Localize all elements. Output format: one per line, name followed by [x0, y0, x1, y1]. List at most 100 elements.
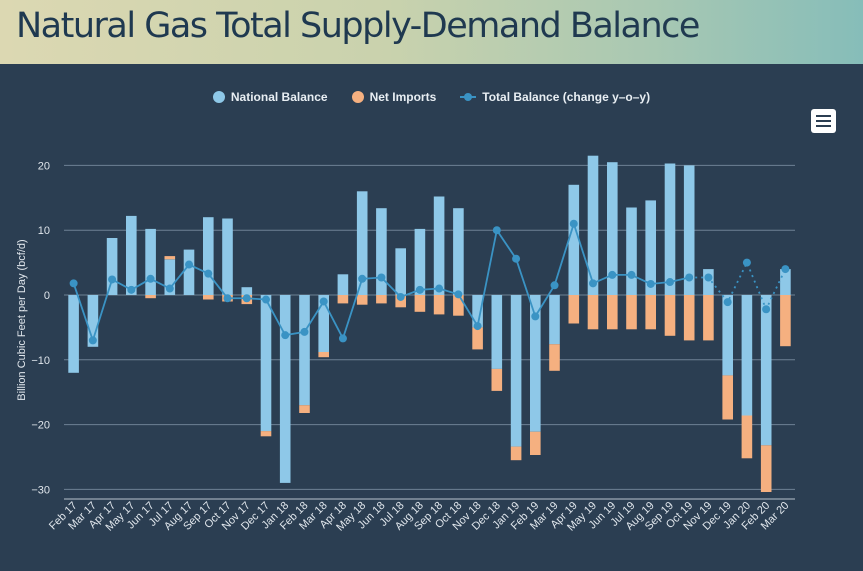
total-balance-point[interactable]	[723, 298, 732, 307]
net-imports-bar[interactable]	[453, 295, 464, 316]
net-imports-bar[interactable]	[741, 415, 753, 459]
national-balance-bar[interactable]	[530, 295, 541, 432]
total-balance-point[interactable]	[242, 294, 251, 303]
net-imports-bar[interactable]	[491, 368, 503, 391]
total-balance-point[interactable]	[550, 281, 559, 290]
net-imports-bar[interactable]	[760, 445, 772, 492]
net-imports-bar[interactable]	[587, 295, 599, 330]
net-imports-bar[interactable]	[510, 446, 522, 461]
net-imports-bar[interactable]	[780, 295, 791, 347]
total-balance-point[interactable]	[261, 295, 270, 304]
net-imports-bar[interactable]	[530, 431, 541, 455]
national-balance-bar[interactable]	[607, 162, 618, 295]
net-imports-bar[interactable]	[568, 295, 580, 324]
total-balance-point[interactable]	[454, 290, 463, 299]
national-balance-bar[interactable]	[164, 259, 176, 295]
total-balance-point[interactable]	[512, 254, 521, 263]
national-balance-bar[interactable]	[222, 218, 233, 296]
net-imports-bar[interactable]	[472, 327, 483, 350]
national-balance-bar[interactable]	[722, 295, 733, 376]
national-balance-bar[interactable]	[183, 249, 195, 295]
total-balance-point[interactable]	[69, 279, 78, 288]
national-balance-bar[interactable]	[683, 165, 695, 295]
total-balance-point[interactable]	[762, 305, 771, 314]
national-balance-bar[interactable]	[549, 295, 560, 345]
national-balance-bar[interactable]	[241, 287, 253, 295]
total-balance-point[interactable]	[319, 297, 328, 306]
national-balance-bar[interactable]	[626, 207, 637, 296]
national-balance-bar[interactable]	[453, 208, 464, 295]
national-balance-bar[interactable]	[87, 295, 99, 347]
net-imports-bar[interactable]	[703, 295, 714, 341]
total-balance-point[interactable]	[781, 265, 790, 274]
national-balance-bar[interactable]	[472, 295, 483, 328]
total-balance-point[interactable]	[435, 284, 444, 293]
net-imports-bar[interactable]	[318, 352, 329, 358]
legend-item-national-balance[interactable]: National Balance	[212, 90, 328, 104]
net-imports-bar[interactable]	[664, 295, 676, 336]
net-imports-bar[interactable]	[299, 405, 310, 413]
total-balance-point[interactable]	[146, 274, 155, 283]
total-balance-point[interactable]	[281, 331, 290, 340]
total-balance-point[interactable]	[685, 273, 694, 282]
national-balance-bar[interactable]	[645, 200, 656, 295]
net-imports-bar[interactable]	[203, 295, 214, 300]
net-imports-bar[interactable]	[260, 431, 272, 437]
total-balance-point[interactable]	[223, 294, 232, 303]
net-imports-bar[interactable]	[722, 375, 733, 420]
total-balance-point[interactable]	[473, 322, 482, 331]
national-balance-bar[interactable]	[414, 228, 426, 295]
total-balance-point[interactable]	[88, 336, 97, 345]
net-imports-bar[interactable]	[164, 256, 176, 260]
national-balance-bar[interactable]	[433, 196, 445, 296]
total-balance-point[interactable]	[415, 285, 424, 294]
total-balance-point[interactable]	[569, 219, 578, 228]
legend-item-total-balance[interactable]: Total Balance (change y–o–y)	[460, 90, 650, 104]
net-imports-bar[interactable]	[645, 295, 656, 330]
national-balance-bar[interactable]	[106, 238, 118, 295]
national-balance-bar[interactable]	[260, 295, 272, 432]
total-balance-point[interactable]	[377, 273, 386, 282]
net-imports-bar[interactable]	[356, 295, 368, 305]
total-balance-point[interactable]	[185, 260, 194, 269]
national-balance-bar[interactable]	[664, 163, 676, 296]
total-balance-point[interactable]	[665, 278, 674, 287]
total-balance-point[interactable]	[358, 274, 367, 283]
total-balance-point[interactable]	[108, 275, 117, 284]
national-balance-bar[interactable]	[703, 269, 714, 295]
national-balance-bar[interactable]	[510, 295, 522, 447]
national-balance-bar[interactable]	[203, 217, 214, 295]
national-balance-bar[interactable]	[491, 295, 503, 369]
total-balance-point[interactable]	[531, 312, 540, 321]
total-balance-point[interactable]	[742, 258, 751, 267]
net-imports-bar[interactable]	[376, 295, 387, 304]
net-imports-bar[interactable]	[414, 295, 426, 312]
national-balance-bar[interactable]	[780, 269, 791, 295]
net-imports-bar[interactable]	[395, 295, 406, 308]
national-balance-bar[interactable]	[279, 295, 291, 483]
total-balance-point[interactable]	[608, 270, 617, 279]
national-balance-bar[interactable]	[299, 295, 310, 406]
total-balance-point[interactable]	[338, 334, 347, 343]
national-balance-bar[interactable]	[376, 208, 387, 295]
national-balance-bar[interactable]	[145, 228, 156, 295]
total-balance-point[interactable]	[165, 284, 174, 293]
total-balance-point[interactable]	[589, 279, 598, 288]
national-balance-bar[interactable]	[356, 191, 368, 295]
total-balance-point[interactable]	[704, 273, 713, 282]
total-balance-point[interactable]	[627, 270, 636, 279]
net-imports-bar[interactable]	[683, 295, 695, 341]
national-balance-bar[interactable]	[68, 295, 79, 373]
total-balance-point[interactable]	[127, 285, 136, 294]
total-balance-point[interactable]	[396, 292, 405, 301]
net-imports-bar[interactable]	[626, 295, 637, 330]
net-imports-bar[interactable]	[607, 295, 618, 330]
total-balance-point[interactable]	[300, 327, 309, 336]
national-balance-bar[interactable]	[126, 215, 137, 295]
national-balance-bar[interactable]	[395, 248, 406, 295]
national-balance-bar[interactable]	[760, 295, 772, 446]
net-imports-bar[interactable]	[145, 295, 156, 299]
chart-menu-button[interactable]	[811, 109, 836, 133]
net-imports-bar[interactable]	[337, 295, 349, 304]
national-balance-bar[interactable]	[337, 274, 349, 295]
